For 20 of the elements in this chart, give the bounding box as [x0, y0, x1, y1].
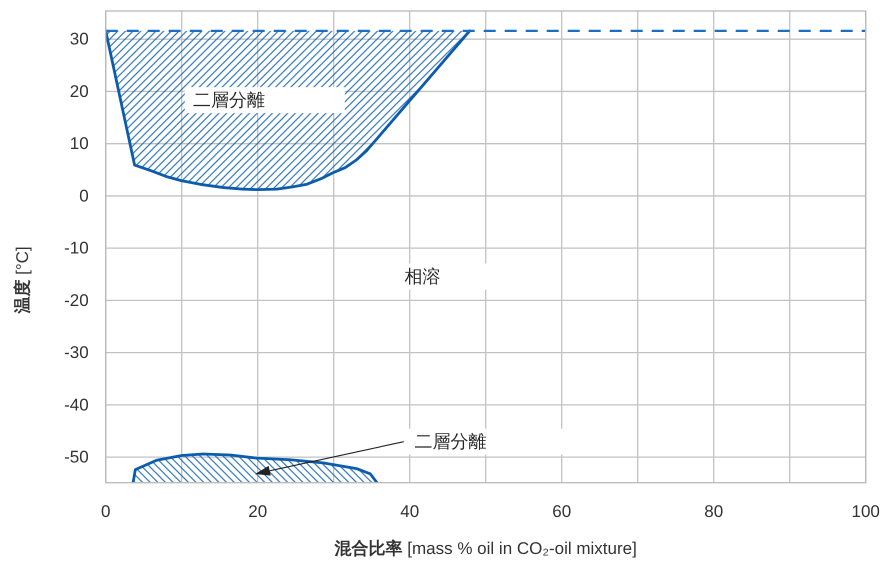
x-tick-label: 0 [100, 502, 110, 522]
y-tick-label: -20 [64, 290, 89, 310]
annotation: 相溶 [404, 266, 441, 287]
y-tick-label: 0 [79, 186, 89, 206]
y-axis-title: 温度 [°C] [12, 246, 32, 314]
x-tick-label: 60 [552, 502, 572, 522]
y-tick-label: -50 [64, 448, 89, 467]
x-tick-label: 20 [248, 502, 268, 522]
x-tick-label: 40 [400, 502, 420, 522]
y-tick-label: 10 [70, 134, 89, 154]
y-tick-label: 20 [70, 82, 89, 101]
y-tick-label: -40 [64, 395, 89, 414]
x-tick-label: 100 [852, 502, 880, 522]
x-tick-label: 80 [704, 502, 724, 522]
annotation: 二層分離 [192, 90, 265, 110]
annotation: 二層分離 [414, 432, 487, 452]
x-axis-title: 混合比率 [mass % oil in CO₂-oil mixture] [334, 538, 637, 558]
y-tick-label: -30 [64, 343, 89, 362]
y-tick-label: 30 [70, 30, 89, 49]
y-tick-label: -10 [64, 238, 89, 258]
